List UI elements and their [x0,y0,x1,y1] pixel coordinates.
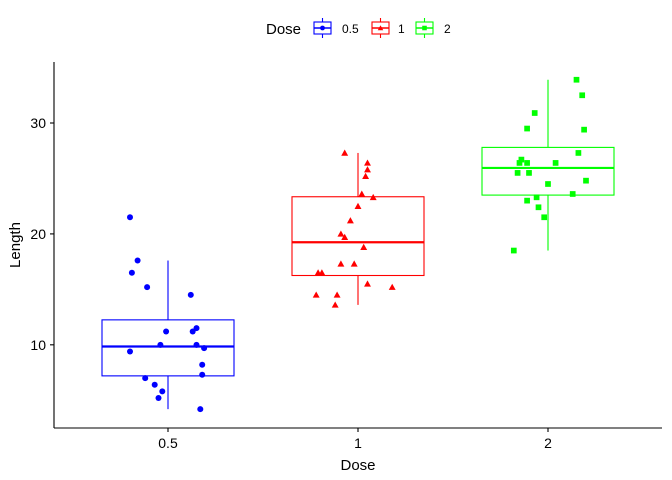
point-2 [516,160,523,166]
point-0.5 [155,395,162,402]
point-0.5 [157,341,164,348]
point-2 [535,204,542,211]
point-1 [362,172,370,179]
x-axis-label: Dose [340,457,375,474]
point-1 [350,260,358,267]
legend-key-marker [320,25,325,31]
point-1 [354,202,362,209]
point-0.5 [189,328,196,335]
point-2 [573,76,580,83]
point-1 [369,193,377,201]
point-1 [360,243,368,250]
y-tick-label: 20 [30,226,46,242]
point-0.5 [142,375,149,382]
point-0.5 [127,348,133,355]
point-1 [346,217,354,224]
point-0.5 [199,371,206,378]
point-2 [545,181,551,187]
point-0.5 [144,284,151,291]
point-2 [581,126,587,133]
point-2 [533,194,540,201]
point-2 [552,160,559,166]
box-iqr [101,319,235,377]
point-0.5 [159,388,166,395]
point-2 [569,191,576,197]
axes: 10 20 30 0.5 1 2 Dose Length [7,62,662,474]
point-0.5 [201,345,208,352]
legend-label: 1 [398,22,405,36]
point-2 [575,150,582,156]
point-2 [579,92,586,99]
legend-entry-1: 1 [371,18,405,38]
legend: Dose 0.5 1 2 [266,18,451,38]
point-1 [331,301,339,308]
y-tick-label: 10 [30,337,46,353]
legend-label: 0.5 [342,22,359,36]
point-0.5 [199,361,206,368]
point-1 [388,283,396,290]
point-2 [524,125,530,132]
point-2 [524,160,530,166]
point-1 [364,280,371,287]
point-2 [514,170,521,176]
box-iqr [291,196,425,277]
legend-key-marker [377,25,384,31]
point-1 [337,230,345,237]
point-0.5 [197,406,204,413]
point-1 [312,291,320,298]
y-axis-label: Length [7,222,24,268]
point-2 [510,247,517,254]
point-1 [364,166,371,173]
box-0.5 [101,260,235,410]
point-1 [341,233,349,240]
point-1 [341,149,349,156]
legend-label: 2 [444,22,451,36]
box-1 [291,152,425,305]
y-tick-label: 30 [30,115,46,131]
point-0.5 [187,291,194,298]
point-2 [524,197,530,204]
point-2 [583,177,589,184]
x-tick-label: 1 [354,435,362,451]
x-tick-label: 0.5 [158,435,178,451]
box-2 [481,79,615,251]
point-2 [526,170,532,176]
point-1 [333,291,341,298]
point-0.5 [127,214,133,221]
point-0.5 [128,269,135,276]
point-0.5 [193,341,200,348]
point-1 [364,159,371,166]
boxes [101,79,615,410]
point-2 [518,156,525,163]
box-iqr [481,146,615,196]
point-2 [541,214,548,221]
point-2 [531,110,538,116]
legend-entry-2: 2 [415,18,451,38]
legend-title: Dose [266,21,301,38]
point-0.5 [163,328,170,335]
point-1 [318,269,326,276]
legend-key-marker [422,25,427,31]
point-0.5 [134,257,141,264]
legend-entry-0.5: 0.5 [313,18,359,38]
data-points [127,76,589,413]
x-tick-label: 2 [544,435,552,451]
point-1 [358,190,366,197]
point-1 [337,260,345,267]
point-0.5 [151,381,158,388]
